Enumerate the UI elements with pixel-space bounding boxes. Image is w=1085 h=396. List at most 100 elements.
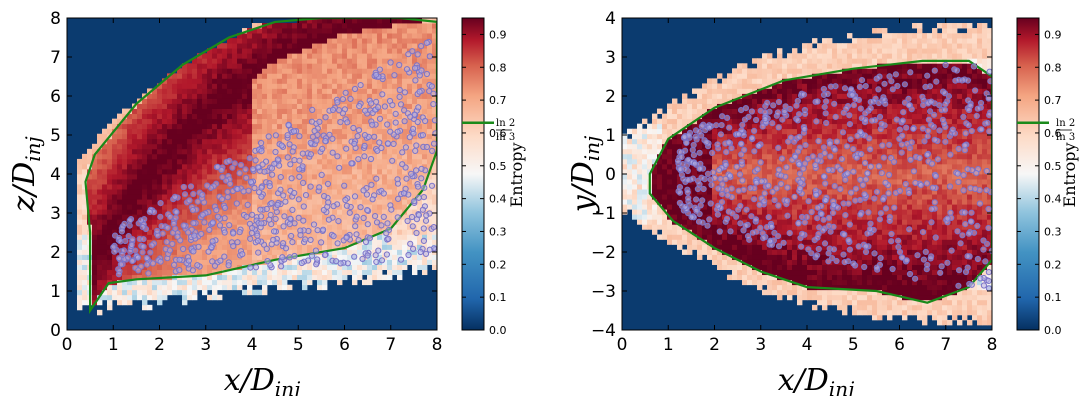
droplet-marker [838, 156, 846, 163]
droplet-marker [364, 221, 371, 228]
droplet-marker [761, 190, 768, 197]
droplet-marker [942, 138, 949, 145]
droplet-marker [209, 238, 216, 245]
droplet-marker [248, 229, 255, 237]
droplet-marker [313, 137, 320, 144]
droplet-marker [791, 138, 798, 145]
droplet-marker [201, 219, 208, 226]
x-tick-label: 4 [247, 335, 258, 355]
droplet-marker [369, 121, 376, 128]
droplet-marker [187, 183, 195, 190]
droplet-marker [757, 224, 764, 231]
droplet-marker [822, 110, 829, 117]
droplet-marker [748, 135, 756, 142]
droplet-marker [823, 98, 830, 105]
colorbar-tick-label: 0.4 [1044, 193, 1062, 206]
colorbar-label-xy: Entropy [1060, 143, 1079, 208]
droplet-marker [169, 240, 176, 247]
droplet-marker [787, 134, 795, 141]
droplet-marker [719, 191, 726, 198]
droplet-marker [962, 221, 969, 228]
droplet-marker [713, 122, 720, 129]
droplet-marker [412, 77, 419, 84]
droplet-marker [314, 256, 321, 263]
droplet-marker [964, 77, 972, 84]
droplet-marker [769, 120, 776, 127]
colorbar-tick-label: 0.8 [489, 61, 507, 74]
droplet-marker [886, 141, 893, 148]
droplet-marker [676, 189, 684, 196]
droplet-marker [186, 197, 193, 204]
droplet-marker [771, 197, 778, 204]
droplet-marker [243, 174, 250, 181]
droplet-marker [724, 192, 731, 199]
droplet-marker [418, 43, 425, 50]
droplet-marker [896, 248, 904, 256]
droplet-marker [219, 196, 226, 203]
droplet-marker [367, 155, 375, 163]
droplet-marker [948, 247, 955, 254]
droplet-marker [894, 82, 901, 90]
droplet-marker [401, 107, 408, 114]
droplet-marker [258, 220, 265, 227]
droplet-marker [910, 168, 918, 175]
droplet-marker [770, 102, 777, 109]
droplet-marker [931, 136, 938, 143]
droplet-marker [786, 105, 794, 113]
droplet-marker [334, 99, 341, 106]
droplet-marker [180, 222, 187, 229]
droplet-marker [751, 196, 758, 203]
droplet-marker [716, 228, 723, 235]
droplet-marker [351, 85, 359, 93]
droplet-marker [383, 251, 390, 258]
droplet-marker [245, 187, 252, 194]
droplet-marker [841, 231, 848, 238]
droplet-marker [825, 166, 832, 174]
droplet-marker [343, 202, 350, 209]
droplet-marker [784, 212, 791, 219]
droplet-marker [842, 212, 849, 219]
droplet-marker [189, 207, 196, 214]
droplet-marker [314, 227, 321, 234]
droplet-marker [285, 121, 292, 129]
droplet-marker [229, 164, 236, 171]
droplet-marker [368, 181, 375, 188]
droplet-marker [407, 240, 414, 247]
droplet-marker [846, 246, 854, 253]
droplet-marker [717, 175, 724, 182]
droplet-marker [882, 179, 889, 186]
droplet-marker [852, 95, 859, 103]
droplet-marker [279, 254, 286, 261]
droplet-marker [928, 219, 935, 226]
droplet-marker [756, 201, 763, 208]
droplet-marker [801, 110, 809, 118]
droplet-marker [965, 97, 972, 104]
colorbar-tick-label: 0.4 [489, 193, 507, 206]
droplet-marker [268, 165, 275, 172]
droplet-marker [408, 213, 416, 221]
colorbar-tick-label: 0.2 [489, 258, 507, 271]
y-tick-label: 4 [50, 165, 61, 185]
droplet-marker [171, 193, 179, 200]
droplet-marker [185, 229, 192, 236]
droplet-marker [419, 132, 426, 139]
droplet-marker [718, 122, 725, 129]
droplet-marker [867, 98, 874, 106]
droplet-marker [357, 204, 364, 211]
droplet-marker [299, 150, 306, 157]
droplet-marker [932, 173, 939, 180]
droplet-marker [319, 145, 326, 152]
droplet-marker [408, 170, 415, 177]
droplet-marker [861, 263, 868, 271]
droplet-marker [139, 224, 146, 231]
droplet-marker [143, 261, 151, 268]
droplet-marker [409, 223, 416, 230]
droplet-marker [791, 193, 798, 200]
droplet-marker [378, 257, 386, 264]
droplet-marker [955, 282, 962, 289]
droplet-marker [334, 240, 341, 247]
colorbar-tick-label: 0.1 [1044, 291, 1062, 304]
droplet-marker [205, 248, 212, 255]
droplet-marker [817, 152, 824, 160]
